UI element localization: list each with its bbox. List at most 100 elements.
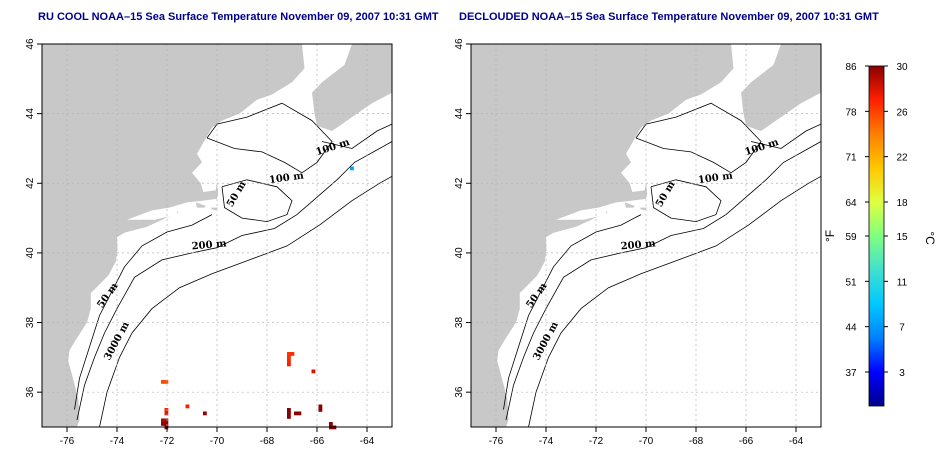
sst-pixel [297,411,302,416]
land-island [624,202,635,208]
colorbar-bar [868,65,885,407]
sst-pixel [164,411,169,416]
fahrenheit-tick-label: 51 [845,277,857,288]
lon-tick-label: -70 [639,436,654,447]
sst-pixel [329,422,333,426]
land-island [606,211,608,214]
celsius-tick-label: 15 [896,232,908,243]
sst-pixel [164,418,169,423]
sst-pixel [318,408,323,412]
land-island [177,211,179,214]
fahrenheit-tick-label: 37 [845,368,857,379]
land-nova-scotia [312,44,392,131]
lat-tick-label: 44 [454,108,465,120]
isobath-loop [650,179,722,223]
sst-pixel [287,411,291,416]
sst-pixel [164,422,169,426]
celsius-unit-label: °C [923,231,937,245]
celsius-tick-label: 22 [896,153,908,164]
sst-pixel [290,352,295,356]
sst-pixel [164,380,169,384]
sst-pixel [318,404,323,409]
lat-tick-label: 36 [25,386,36,398]
lat-tick-label: 42 [454,177,465,189]
lon-tick-label: -68 [689,436,704,447]
lon-tick-label: -70 [210,436,225,447]
fahrenheit-tick-label: 59 [845,232,857,243]
sst-pixel [287,415,291,419]
lat-tick-label: 40 [454,247,465,259]
fahrenheit-tick-label: 64 [845,198,857,209]
land-island [210,207,219,211]
lon-tick-label: -74 [539,436,554,447]
lat-tick-label: 38 [454,317,465,329]
lat-tick-label: 40 [25,247,36,259]
colorbar-graphic: 30 86 26 78 22 71 18 64 15 59 11 51 7 44 3 37 °C °F [823,62,937,407]
sst-pixel [161,380,165,384]
bathymetry-contours [74,102,393,428]
fahrenheit-tick-label: 86 [845,62,857,73]
lon-tick-label: -74 [110,436,125,447]
sst-pixel [164,408,169,412]
fahrenheit-tick-label: 78 [845,107,857,118]
lon-tick-label: -76 [489,436,504,447]
lon-tick-label: -72 [160,436,175,447]
celsius-tick-label: 3 [899,368,905,379]
lon-tick-label: -72 [589,436,604,447]
sst-pixel [161,422,165,426]
lon-tick-label: -64 [789,436,804,447]
lat-tick-label: 44 [25,108,36,120]
land-mainland [42,44,305,427]
isobath-line [503,214,642,410]
isobath-line [74,214,213,410]
sst-pixel [287,408,291,412]
fahrenheit-tick-label: 44 [845,323,857,334]
land-island [195,202,206,208]
lon-tick-label: -66 [310,436,325,447]
celsius-tick-label: 18 [896,198,908,209]
fahrenheit-unit-label: °F [825,230,837,242]
sst-pixel [294,411,298,416]
lat-tick-label: 38 [25,317,36,329]
isobath-loop [206,102,333,174]
isobath-line [321,123,393,149]
isobath-label: 100 m [697,170,734,186]
celsius-tick-label: 26 [896,107,908,118]
fahrenheit-tick-label: 71 [845,153,857,164]
sst-pixel [287,362,291,367]
isobath-label: 200 m [620,238,656,252]
sst-pixel [287,352,291,356]
declouded-sst-map-panel: 100 m 100 m 50 m 200 m 50 m 3000 m -76 -74 -72 -7… [454,38,822,447]
temperature-field [161,166,354,430]
isobath-label: 200 m [191,238,227,252]
land-mainland [471,44,734,427]
sst-pixel [287,359,291,363]
temperature-colorbar: 30 86 26 78 22 71 18 64 15 59 11 51 7 44 3 37 °C °F [823,58,950,418]
right-map-title: DECLOUDED NOAA–15 Sea Surface Temperatur… [459,11,879,23]
isobath-line [750,123,822,149]
lon-tick-label: -66 [739,436,754,447]
isobath-loop [635,102,762,174]
lat-tick-label: 46 [25,38,36,50]
left-map-title: RU COOL NOAA–15 Sea Surface Temperature … [38,11,439,23]
celsius-tick-label: 7 [899,323,905,334]
lat-tick-label: 42 [25,177,36,189]
isobath-line [528,175,822,428]
sst-pixel [185,404,190,409]
lon-tick-label: -76 [60,436,75,447]
isobath-line [505,141,822,421]
celsius-tick-label: 11 [897,277,908,288]
isobath-label: 100 m [268,170,305,186]
sst-pixel [161,418,165,423]
lat-tick-label: 46 [454,38,465,50]
isobath-line [99,175,393,428]
sst-pixel [350,166,354,171]
land-nova-scotia [741,44,821,131]
celsius-tick-label: 30 [896,62,908,73]
lon-tick-label: -64 [360,436,375,447]
bathymetry-contours [503,102,822,428]
lat-tick-label: 36 [454,386,465,398]
sst-pixel [311,369,316,374]
